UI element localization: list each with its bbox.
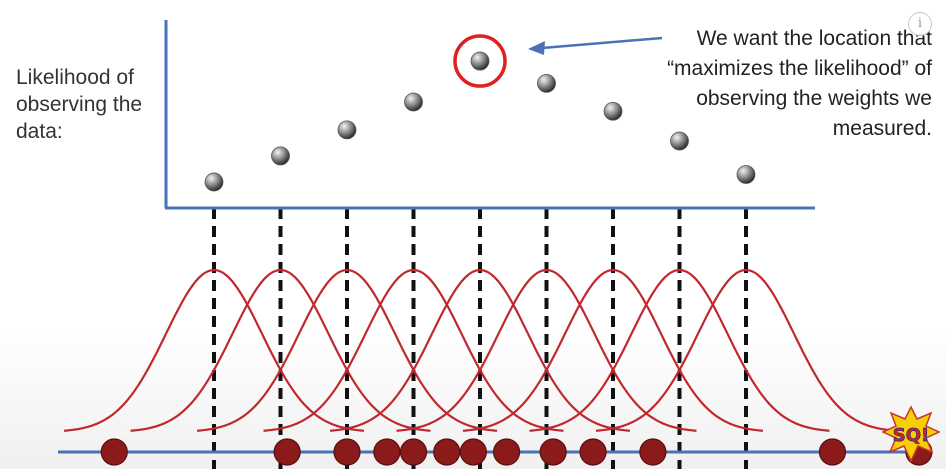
likelihood-point-8: [670, 131, 689, 151]
measured-weight-4: [373, 438, 401, 466]
normal-curve-9: [595, 268, 897, 432]
measured-weight-9: [539, 438, 567, 466]
measured-weight-5: [399, 438, 428, 466]
annotation-arrow-head: [528, 41, 545, 55]
max-highlight: [453, 34, 663, 88]
logo-text: SQ!: [893, 425, 929, 446]
annotation-text: We want the location that “maximizes the…: [667, 27, 932, 140]
normal-curves: [63, 268, 897, 432]
likelihood-point-3: [337, 120, 357, 140]
info-icon[interactable]: i: [908, 12, 932, 36]
measured-weight-12: [818, 438, 847, 466]
annotation-arrow-line: [541, 36, 663, 50]
logo-burst: [882, 405, 940, 463]
max-highlight-ring: [453, 34, 507, 88]
likelihood-point-7: [603, 101, 623, 121]
normal-curve-8: [529, 268, 830, 432]
measured-weight-1: [100, 438, 128, 466]
measured-weight-11: [639, 438, 667, 466]
likelihood-point-2: [271, 146, 290, 166]
measured-weight-3: [333, 438, 361, 466]
measured-weight-10: [579, 438, 607, 466]
likelihood-points: [204, 51, 756, 192]
likelihood-point-6: [537, 73, 556, 93]
axes: [164, 20, 815, 210]
dashed-guide-lines: [212, 208, 748, 469]
normal-curve-7: [462, 268, 764, 432]
measured-weight-7: [459, 438, 487, 466]
likelihood-point-5: [470, 51, 490, 71]
measured-weight-6: [433, 438, 461, 466]
channel-logo: SQ!: [882, 405, 940, 463]
measured-weight-8: [493, 438, 521, 466]
likelihood-point-4: [404, 92, 423, 112]
y-axis-label: Likelihood of observing the data:: [16, 66, 143, 143]
likelihood-point-1: [204, 172, 224, 192]
measured-weight-2: [273, 438, 301, 466]
likelihood-point-9: [736, 165, 756, 184]
measured-weights: [100, 438, 933, 466]
